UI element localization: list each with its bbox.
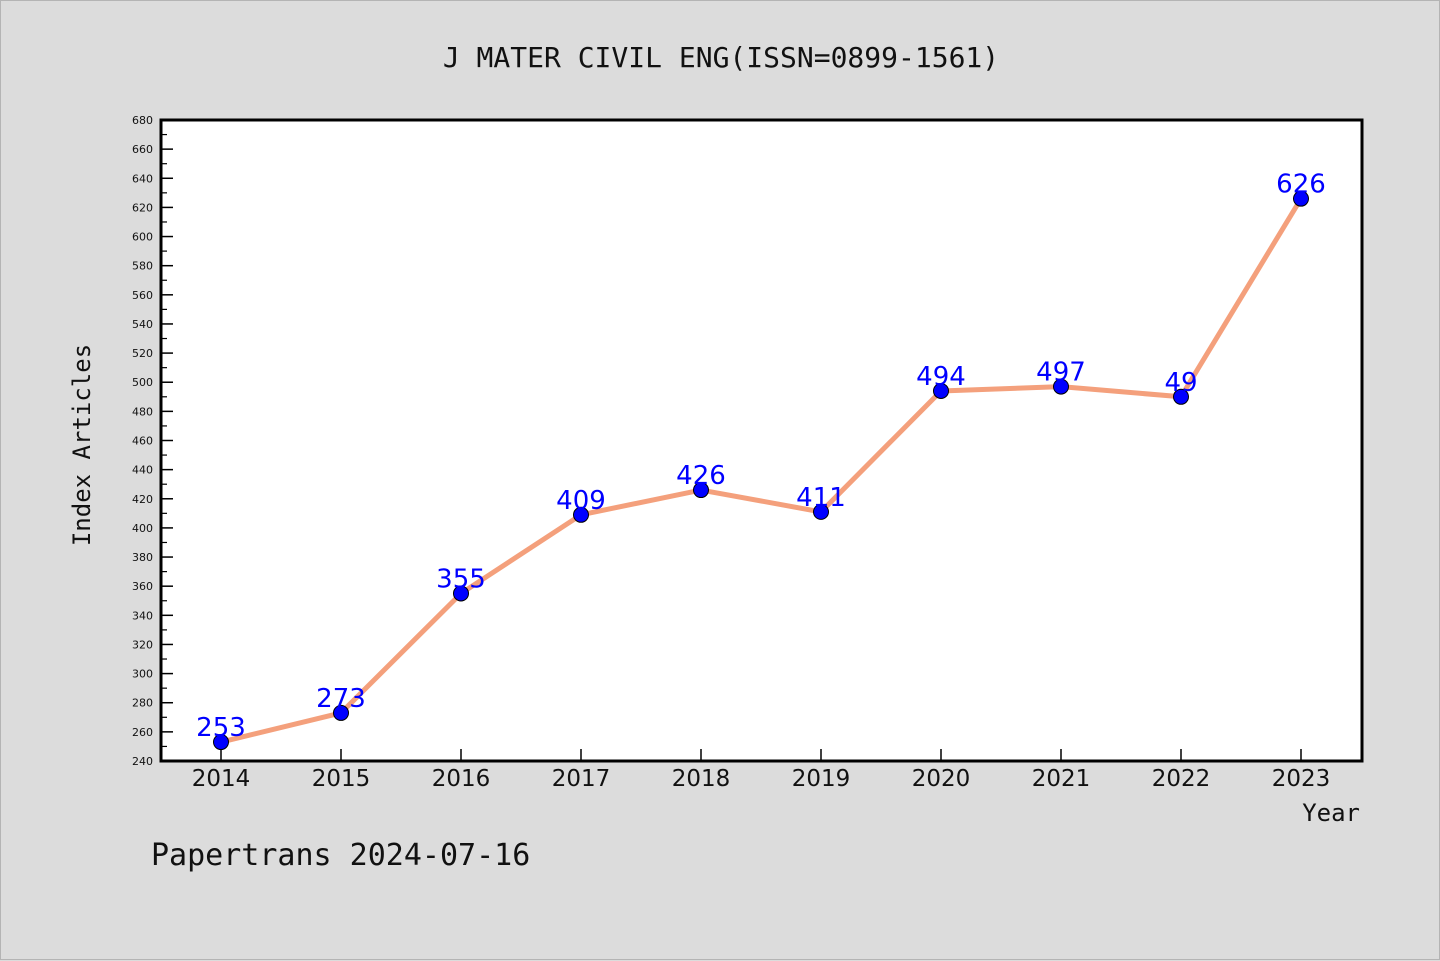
x-tick-label: 2022 [1152, 766, 1211, 792]
x-tick-label: 2016 [432, 766, 491, 792]
y-tick-label: 540 [132, 318, 153, 331]
series-line-group: 253 273 355 409 426 411 494 497 49 626 [196, 170, 1326, 751]
y-tick-label: 560 [132, 289, 153, 302]
series-line [218, 196, 1304, 745]
data-label: 497 [1036, 358, 1086, 388]
data-point [693, 482, 709, 499]
x-tick-label: 2015 [312, 766, 371, 792]
y-tick-label: 620 [132, 201, 153, 214]
data-label: 253 [196, 713, 246, 743]
x-tick-label: 2023 [1272, 766, 1331, 792]
data-label: 426 [676, 461, 726, 491]
x-tick-label: 2017 [552, 766, 611, 792]
data-point [213, 734, 229, 751]
y-tick-label: 320 [132, 638, 153, 651]
x-axis: 2014 2015 2016 2017 2018 2019 2020 2021 2022 2023 [192, 749, 1331, 792]
data-point [1053, 378, 1069, 395]
y-tick-label: 280 [132, 697, 153, 710]
y-tick-label: 400 [132, 522, 153, 535]
chart-title: J MATER CIVIL ENG(ISSN=0899-1561) [443, 41, 999, 74]
data-point [1293, 190, 1309, 207]
y-tick-label: 660 [132, 143, 153, 156]
y-tick-label: 500 [132, 376, 153, 389]
data-label: 626 [1276, 170, 1326, 200]
plot-area [159, 118, 1364, 763]
y-tick-label: 340 [132, 609, 153, 622]
y-axis-label: Index Articles [68, 344, 96, 546]
y-tick-label: 360 [132, 580, 153, 593]
data-label: 49 [1164, 368, 1197, 398]
data-label: 494 [916, 362, 966, 392]
x-tick-label: 2021 [1032, 766, 1091, 792]
data-label: 355 [436, 564, 486, 594]
y-tick-label: 460 [132, 435, 153, 448]
data-label: 411 [796, 483, 846, 513]
x-axis-label: Year [1302, 799, 1360, 827]
y-tick-label: 640 [132, 172, 153, 185]
data-label: 273 [316, 684, 366, 714]
data-point [573, 506, 589, 523]
data-point [813, 503, 829, 520]
data-label: 409 [556, 486, 606, 516]
y-tick-label: 300 [132, 668, 153, 681]
x-tick-label: 2020 [912, 766, 971, 792]
y-tick-label: 600 [132, 231, 153, 244]
y-axis: 240 260 280 300 320 340 360 380 400 420 440 460 480 5… [132, 114, 173, 768]
data-point [333, 704, 349, 721]
data-point [933, 382, 949, 399]
data-point [453, 585, 469, 602]
y-tick-label: 520 [132, 347, 153, 360]
x-tick-label: 2019 [792, 766, 851, 792]
y-tick-label: 380 [132, 551, 153, 564]
footer-watermark: Papertrans 2024-07-16 [151, 838, 530, 873]
y-tick-label: 480 [132, 405, 153, 418]
y-tick-label: 680 [132, 114, 153, 127]
y-tick-label: 420 [132, 493, 153, 506]
x-tick-label: 2018 [672, 766, 731, 792]
data-point [1173, 388, 1189, 405]
x-tick-label: 2014 [192, 766, 251, 792]
y-tick-label: 440 [132, 464, 153, 477]
y-tick-label: 240 [132, 755, 153, 768]
y-tick-label: 260 [132, 726, 153, 739]
y-tick-label: 580 [132, 260, 153, 273]
